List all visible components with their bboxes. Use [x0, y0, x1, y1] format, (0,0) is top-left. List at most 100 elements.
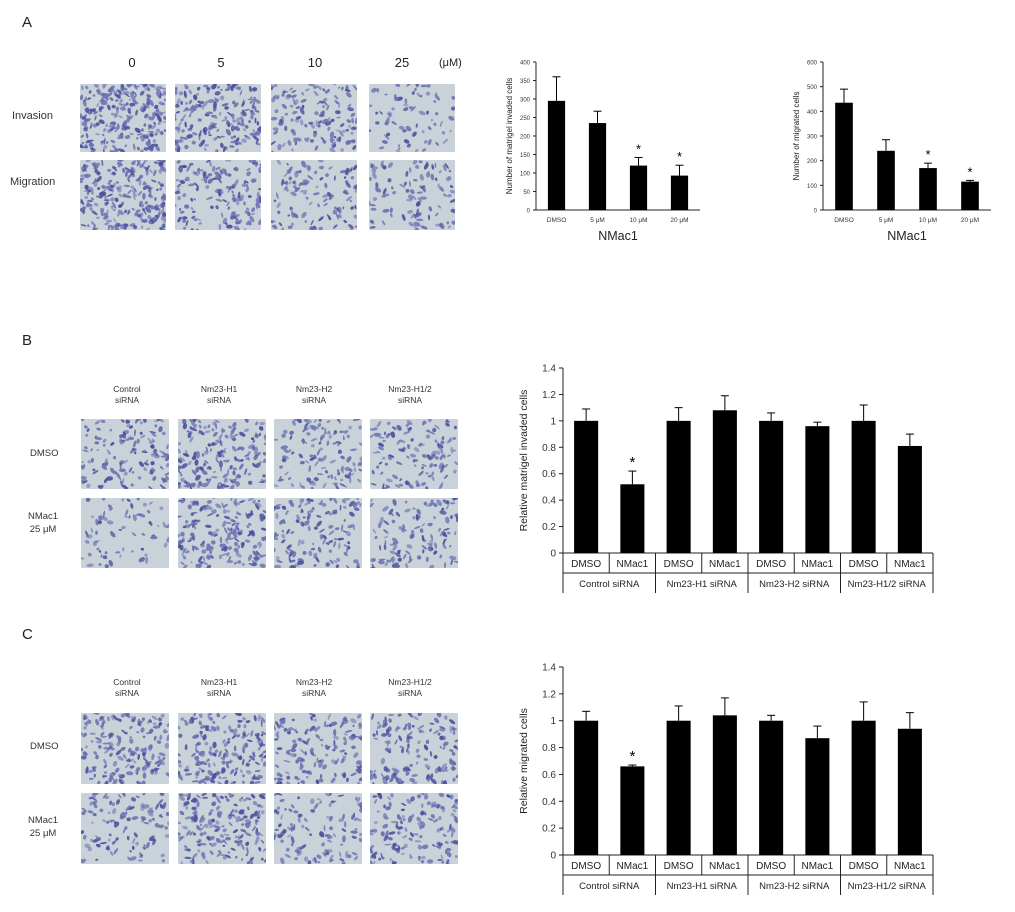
- micrograph-texture: [271, 160, 357, 230]
- micrograph-c-dmso-h12: [370, 713, 458, 784]
- category-label: NMac1: [709, 559, 741, 570]
- category-label: NMac1: [617, 559, 649, 570]
- category-label: DMSO: [849, 559, 879, 570]
- bar: [712, 715, 737, 855]
- micrograph-texture: [271, 84, 357, 152]
- micrograph-texture: [175, 160, 261, 230]
- category-label: NMac1: [802, 861, 834, 872]
- y-tick-label: 300: [520, 98, 531, 104]
- category-label: DMSO: [834, 217, 854, 224]
- micrograph-c-dmso-h2: [274, 713, 362, 784]
- category-label: DMSO: [571, 559, 601, 570]
- panel-a-letter: A: [22, 14, 33, 31]
- y-tick-label: 0.2: [542, 522, 556, 533]
- bar: [805, 738, 830, 855]
- y-axis-label: Number of matrigel invaded cells: [505, 78, 514, 195]
- micrograph-b-nmac1-h1: [178, 498, 266, 568]
- micrograph-texture: [81, 713, 169, 784]
- micrograph-texture: [369, 84, 455, 152]
- c-row-dmso: DMSO: [30, 741, 59, 752]
- micrograph-texture: [369, 160, 455, 230]
- y-tick-label: 0.4: [542, 496, 556, 507]
- b-row-dmso: DMSO: [30, 448, 59, 459]
- dose-unit: (μM): [439, 57, 462, 69]
- y-tick-label: 600: [807, 61, 818, 67]
- c-col-h1: Nm23-H1 siRNA: [200, 677, 238, 698]
- micrograph-texture: [81, 793, 169, 864]
- row-label-migration: Migration: [10, 176, 56, 188]
- bar: [547, 100, 566, 210]
- micrograph-c-nmac1-h2: [274, 793, 362, 864]
- y-tick-label: 1.4: [542, 364, 556, 375]
- significance-marker: *: [636, 141, 641, 156]
- micrograph-texture: [81, 498, 169, 568]
- group-label: Nm23-H2 siRNA: [759, 881, 830, 892]
- micrograph-c-nmac1-control: [81, 793, 169, 864]
- bar: [877, 150, 895, 210]
- y-tick-label: 200: [807, 159, 818, 165]
- chart-relative-invaded: 0 0.2 0.4 0.6 0.8 1 1.2 1.4 DMSO * NMac1 DMSO NMac1 D…: [518, 364, 934, 593]
- chart-migration-dose: 0 100 200 300 400 500 600 DMSO 5 μM * 10 μM * 20 μM N…: [792, 61, 991, 243]
- bar: [670, 175, 689, 210]
- y-tick-label: 100: [807, 184, 818, 190]
- y-tick-label: 400: [807, 110, 818, 116]
- micrograph-b-nmac1-control: [81, 498, 169, 568]
- bar: [620, 766, 645, 855]
- micrograph-texture: [274, 793, 362, 864]
- micrograph-b-dmso-h2: [274, 419, 362, 489]
- y-tick-label: 300: [807, 135, 818, 141]
- micrograph-texture: [274, 419, 362, 489]
- c-col-control: Control siRNA: [113, 677, 141, 698]
- y-tick-label: 400: [520, 61, 531, 67]
- bar: [759, 420, 784, 553]
- dose-label-10: 10: [307, 55, 323, 70]
- category-label: 20 μM: [670, 217, 688, 224]
- micrograph-b-dmso-h12: [370, 419, 458, 489]
- group-label: Nm23-H2 siRNA: [759, 579, 830, 590]
- c-row-nmac1: NMac1 25 μM: [28, 815, 59, 839]
- category-label: DMSO: [547, 217, 567, 224]
- y-axis-label: Relative matrigel invaded cells: [518, 390, 530, 532]
- y-tick-label: 350: [520, 79, 531, 85]
- significance-marker: *: [629, 748, 635, 765]
- y-tick-label: 1.2: [542, 390, 556, 401]
- bar: [620, 484, 645, 553]
- significance-marker: *: [677, 149, 682, 164]
- bar: [588, 123, 607, 210]
- bar: [851, 420, 876, 553]
- y-tick-label: 100: [520, 172, 531, 178]
- micrograph-b-nmac1-h12: [370, 498, 458, 568]
- group-label: Nm23-H1 siRNA: [667, 881, 738, 892]
- category-label: DMSO: [849, 861, 879, 872]
- group-label: Control siRNA: [579, 579, 640, 590]
- bar: [961, 181, 979, 210]
- dose-label-25: 25: [394, 55, 410, 70]
- b-col-h12: Nm23-H1/2 siRNA: [388, 384, 432, 405]
- y-tick-label: 0.8: [542, 743, 556, 754]
- b-row-nmac1: NMac1 25 μM: [28, 511, 59, 535]
- category-label: 10 μM: [919, 217, 937, 224]
- y-tick-label: 1.2: [542, 689, 556, 700]
- dose-label-5: 5: [217, 55, 225, 70]
- micrograph-texture: [370, 793, 458, 864]
- micrograph-texture: [80, 84, 166, 152]
- group-label: Nm23-H1/2 siRNA: [848, 881, 927, 892]
- category-label: NMac1: [709, 861, 741, 872]
- y-axis-label: Relative migrated cells: [518, 708, 530, 814]
- x-axis-label: NMac1: [887, 229, 927, 243]
- x-axis-label: NMac1: [598, 229, 638, 243]
- bar: [574, 720, 599, 855]
- category-label: NMac1: [802, 559, 834, 570]
- y-tick-label: 0: [527, 209, 531, 215]
- micrograph-invasion-5: [175, 84, 261, 152]
- micrograph-texture: [178, 498, 266, 568]
- micrograph-c-nmac1-h12: [370, 793, 458, 864]
- bar: [851, 720, 876, 855]
- category-label: 20 μM: [961, 217, 979, 224]
- micrograph-invasion-0: [80, 84, 166, 152]
- micrograph-texture: [274, 713, 362, 784]
- category-label: 10 μM: [629, 217, 647, 224]
- micrograph-invasion-10: [271, 84, 357, 152]
- bar: [629, 165, 648, 210]
- micrograph-migration-25: [369, 160, 455, 230]
